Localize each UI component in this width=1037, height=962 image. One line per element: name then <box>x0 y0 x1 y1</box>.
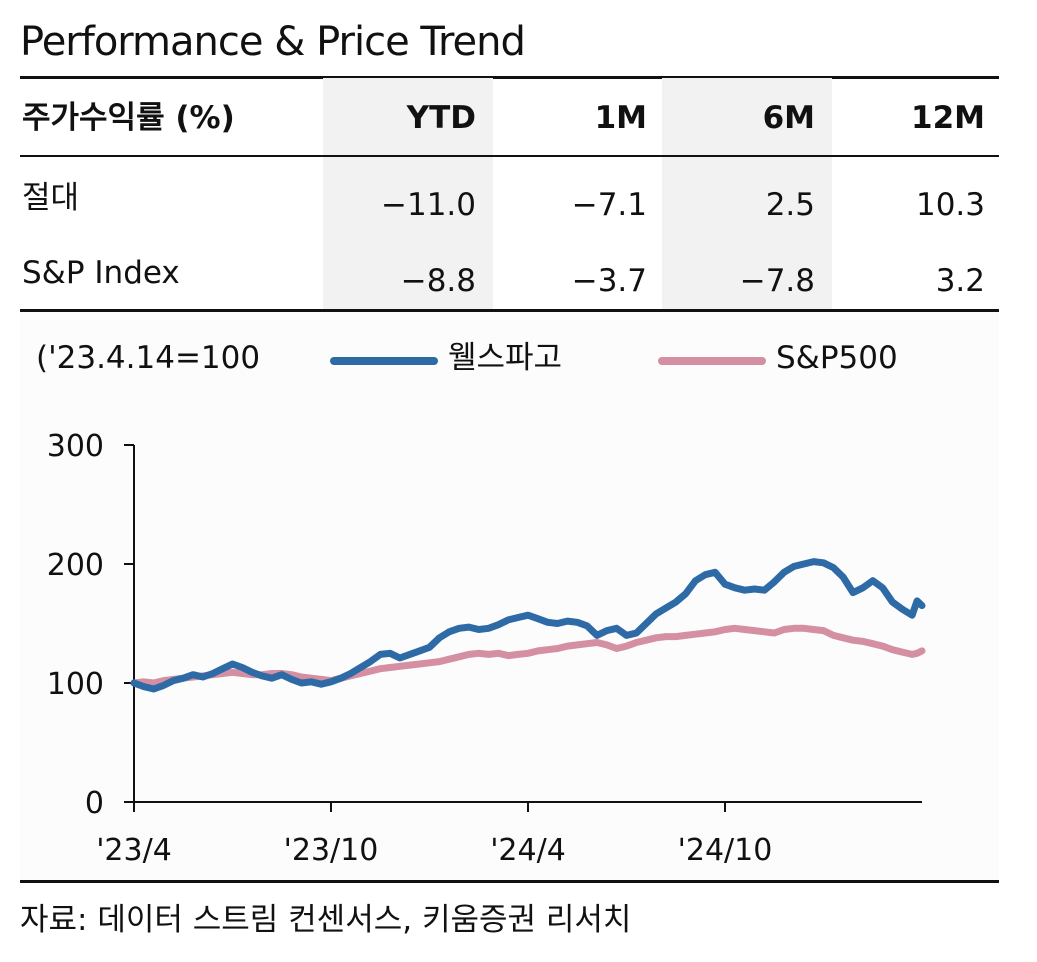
source-note: 자료: 데이터 스트림 컨센서스, 키움증권 리서치 <box>20 902 632 938</box>
table-row-label: S&P Index <box>22 255 180 291</box>
x-tick-label: '24/10 <box>678 833 773 868</box>
legend-swatch-wellsfargo <box>330 357 438 365</box>
table-cell: 3.2 <box>935 263 985 299</box>
legend-label-sp500: S&P500 <box>776 340 898 376</box>
chart-bottom-rule <box>20 880 999 883</box>
table-header-rule <box>20 155 999 157</box>
table-bottom-rule <box>20 309 999 312</box>
table-header-label: 주가수익률 (%) <box>22 100 235 136</box>
legend-swatch-sp500 <box>658 357 766 365</box>
table-header-12m: 12M <box>911 100 985 136</box>
table-header-ytd: YTD <box>406 100 476 136</box>
shade-6m-column <box>662 78 832 310</box>
shade-ytd-column <box>323 78 493 310</box>
table-cell: 10.3 <box>915 187 985 223</box>
y-tick-label: 0 <box>85 786 104 821</box>
page-title: Performance & Price Trend <box>20 19 526 65</box>
table-cell: 2.5 <box>765 187 815 223</box>
table-cell: −11.0 <box>381 187 476 223</box>
table-cell: −3.7 <box>571 263 647 299</box>
y-tick-label: 200 <box>47 548 104 583</box>
table-header-6m: 6M <box>762 100 815 136</box>
table-cell: −7.8 <box>739 263 815 299</box>
y-tick-label: 300 <box>47 429 104 464</box>
legend-label-wellsfargo: 웰스파고 <box>448 340 563 376</box>
table-cell: −8.8 <box>400 263 476 299</box>
chart-panel <box>20 312 999 880</box>
table-row-label: 절대 <box>22 180 80 216</box>
chart-base-note: ('23.4.14=100 <box>36 340 261 376</box>
table-top-rule <box>20 76 999 79</box>
x-tick-label: '24/4 <box>490 833 566 868</box>
x-tick-label: '23/4 <box>96 833 172 868</box>
y-tick-label: 100 <box>47 667 104 702</box>
series-line-wellsfargo <box>130 558 926 693</box>
table-cell: −7.1 <box>571 187 647 223</box>
x-tick-label: '23/10 <box>284 833 379 868</box>
table-header-1m: 1M <box>594 100 647 136</box>
